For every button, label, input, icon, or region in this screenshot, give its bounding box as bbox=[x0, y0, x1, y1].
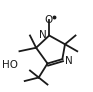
Text: O: O bbox=[44, 15, 52, 25]
Text: N: N bbox=[39, 30, 47, 40]
Text: N: N bbox=[65, 56, 73, 66]
Text: HO: HO bbox=[2, 60, 18, 70]
